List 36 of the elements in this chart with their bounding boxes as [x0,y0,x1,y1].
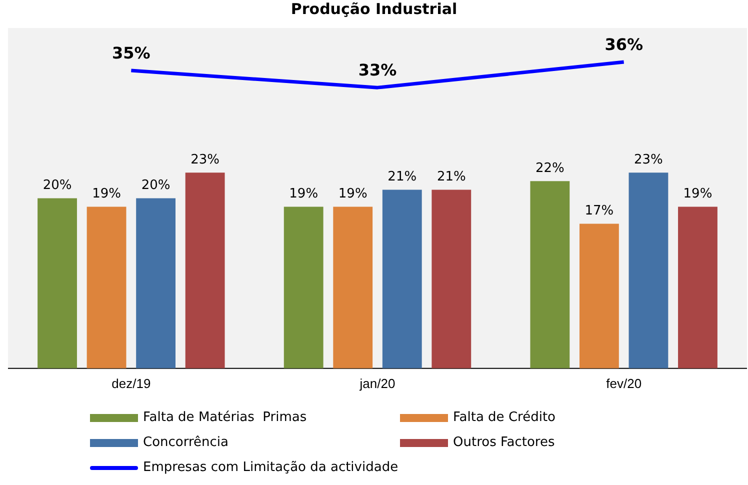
data-label: 19% [683,186,712,202]
data-label: 22% [535,161,564,176]
data-label: 23% [634,152,663,168]
data-label: 19% [289,186,318,202]
bar [38,198,77,368]
legend-label: Empresas com Limitação da actividade [143,460,398,475]
bar [86,206,126,368]
legend-label: Concorrência [143,435,229,450]
x-tick-label: jan/20 [358,376,396,391]
bar [333,206,373,368]
data-label: 19% [92,186,121,202]
data-label: 35% [112,44,150,63]
data-label: 20% [42,178,72,194]
data-label: 36% [604,35,643,54]
data-label: 23% [190,152,220,168]
bar [628,172,668,368]
bar [382,190,422,368]
legend-label: Falta de Crédito [453,410,556,425]
legend-label: Outros Factores [453,435,555,450]
bar [136,198,176,368]
bar [284,206,324,368]
chart-title: Produção Industrial [290,0,458,18]
data-label: 21% [436,170,466,185]
x-tick-label: dez/19 [112,376,151,391]
bar [185,172,225,368]
data-label: 21% [388,170,417,185]
bar [579,224,619,368]
data-label: 19% [338,186,368,202]
bar [678,206,718,368]
bar [432,190,472,368]
bar [530,181,570,368]
data-label: 33% [358,60,397,80]
x-tick-label: fev/20 [606,376,642,391]
data-label: 17% [584,204,614,219]
legend-label: Falta de Matérias Primas [143,410,307,425]
data-label: 20% [141,178,170,194]
